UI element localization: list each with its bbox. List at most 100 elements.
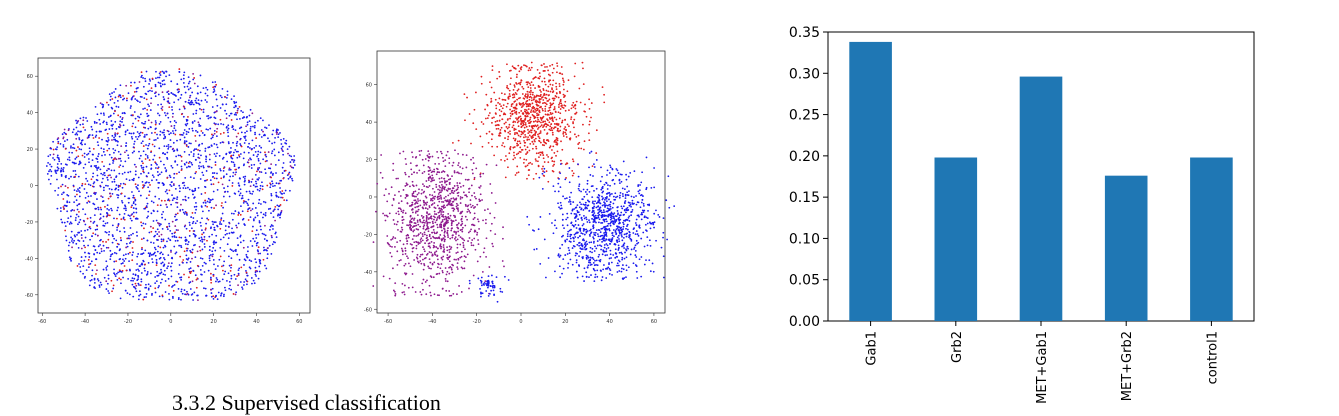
scatter-point [552,72,554,74]
scatter-point [578,188,580,190]
scatter-point [139,135,141,137]
scatter-point [399,207,401,209]
scatter-point [120,145,122,147]
scatter-point [406,194,408,196]
scatter-point [455,259,457,261]
scatter-point [272,173,274,175]
scatter-point [412,251,414,253]
scatter-point [70,210,72,212]
scatter-point [142,170,144,172]
scatter-point [472,122,474,124]
scatter-point [251,139,253,141]
scatter-point [460,212,462,214]
scatter-point [85,117,87,119]
scatter-point [561,121,563,123]
scatter-point [108,128,110,130]
scatter-point [258,253,260,255]
scatter-point [516,113,518,115]
scatter-point [161,200,163,202]
scatter-point [419,154,421,156]
scatter-point [118,94,120,96]
scatter-point [179,209,181,211]
scatter-point [519,97,521,99]
scatter-point [119,269,121,271]
scatter-point [274,185,276,187]
scatter-point [554,106,556,108]
scatter-point [412,204,414,206]
scatter-point [195,235,197,237]
scatter-point [72,242,74,244]
scatter-point [106,177,108,179]
scatter-point [437,197,439,199]
scatter-point [141,272,143,274]
scatter-point [113,91,115,93]
scatter-point [83,260,85,262]
scatter-point [79,163,81,165]
scatter-point [220,219,222,221]
scatter-point [440,208,442,210]
scatter-point [110,124,112,126]
scatter-point [68,250,70,252]
scatter-point [566,90,568,92]
scatter-point [103,165,105,167]
scatter-point [558,111,560,113]
scatter-point [609,258,611,260]
scatter-point [559,126,561,128]
scatter-point [174,134,176,136]
scatter-point [149,191,151,193]
scatter-point [171,233,173,235]
scatter-point [106,247,108,249]
scatter-point [535,158,537,160]
scatter-point [524,115,526,117]
scatter-point [145,158,147,160]
scatter-point [110,280,112,282]
scatter-point [483,252,485,254]
scatter-point [179,139,181,141]
scatter-point [271,237,273,239]
scatter-point [527,91,529,93]
scatter-point [435,207,437,209]
scatter-point [496,146,498,148]
scatter-point [509,83,511,85]
scatter-point [132,114,134,116]
scatter-point [213,183,215,185]
scatter-point [593,258,595,260]
scatter-point [265,202,267,204]
scatter-point [186,228,188,230]
scatter-point [168,278,170,280]
scatter-point [452,204,454,206]
scatter-point [256,171,258,173]
scatter-point [423,171,425,173]
scatter-point [60,219,62,221]
scatter-point [175,236,177,238]
scatter-point [460,236,462,238]
scatter-point [122,173,124,175]
scatter-point [555,86,557,88]
scatter-point [197,149,199,151]
scatter-point [506,87,508,89]
scatter-point [569,139,571,141]
scatter-point [525,93,527,95]
scatter-point [220,133,222,135]
scatter-point [531,81,533,83]
scatter-point [150,150,152,152]
scatter-point [570,213,572,215]
scatter-point [433,261,435,263]
scatter-point [66,139,68,141]
scatter-point [520,110,522,112]
scatter-point [137,218,139,220]
scatter-point [175,130,177,132]
scatter-point [268,151,270,153]
scatter-point [503,99,505,101]
scatter-point [147,215,149,217]
scatter-point [199,150,201,152]
scatter-point [173,132,175,134]
scatter-point [180,299,182,301]
scatter-point [538,98,540,100]
scatter-point [243,284,245,286]
scatter-point [418,262,420,264]
scatter-point [542,152,544,154]
scatter-point [155,95,157,97]
scatter-point [438,163,440,165]
scatter-point [409,223,411,225]
